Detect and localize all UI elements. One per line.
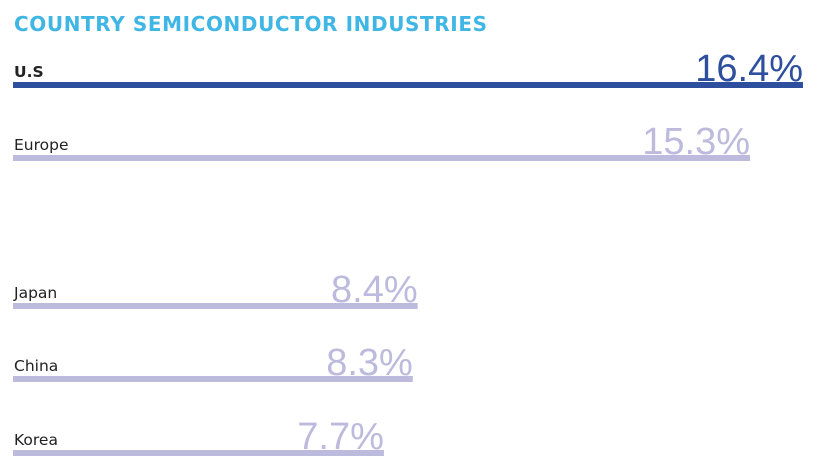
value-label-europe: 15.3% [642, 121, 750, 163]
bar-europe [13, 155, 751, 161]
value-label-japan: 8.4% [331, 269, 418, 311]
value-label-china: 8.3% [326, 342, 413, 384]
bar-japan [13, 303, 418, 309]
category-label-japan: Japan [13, 284, 57, 302]
category-label-china: China [14, 357, 58, 375]
chart-title: COUNTRY SEMICONDUCTOR INDUSTRIES [14, 12, 488, 36]
category-label-europe: Europe [14, 136, 69, 154]
bar-korea [13, 450, 384, 456]
value-label-u-s: 16.4% [695, 48, 803, 90]
bar-u-s [13, 82, 803, 88]
bar-china [13, 376, 413, 382]
category-label-korea: Korea [14, 431, 58, 449]
value-label-korea: 7.7% [297, 416, 384, 458]
category-label-u-s: U.S [14, 63, 44, 81]
